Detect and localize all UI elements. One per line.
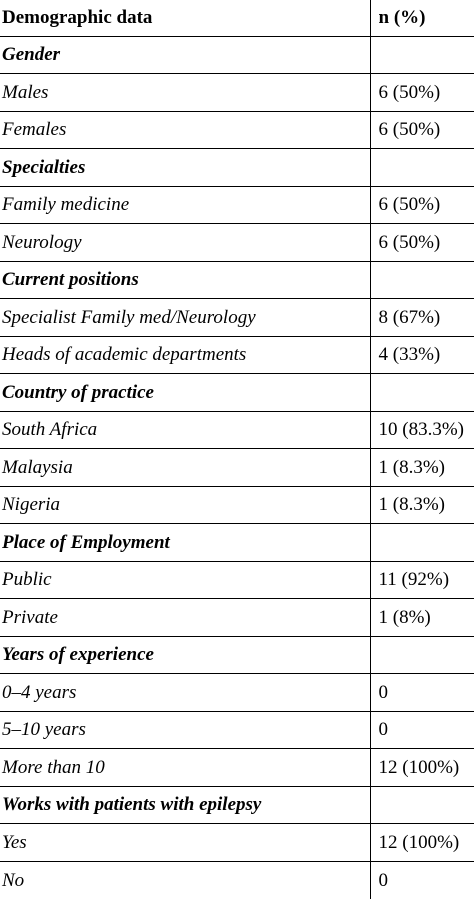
row-label: Neurology xyxy=(0,223,370,262)
table-row: South Africa 10 (83.3%) xyxy=(0,410,474,449)
section-value-cell xyxy=(369,373,474,412)
section-label: Place of Employment xyxy=(0,523,370,562)
table-row: Public 11 (92%) xyxy=(0,560,474,599)
section-label: Gender xyxy=(0,35,370,74)
row-value: 10 (83.3%) xyxy=(369,410,474,449)
row-label: Males xyxy=(0,73,370,112)
row-value: 6 (50%) xyxy=(369,110,474,149)
section-label: Current positions xyxy=(0,260,370,299)
row-value: 1 (8.3%) xyxy=(369,448,474,487)
table-row: More than 10 12 (100%) xyxy=(0,748,474,787)
row-value: 12 (100%) xyxy=(369,748,474,787)
row-label: Malaysia xyxy=(0,448,370,487)
table-body: Gender Males 6 (50%) Females 6 (50%) Specialt… xyxy=(0,35,474,899)
table-row: Malaysia 1 (8.3%) xyxy=(0,448,474,487)
row-value: 6 (50%) xyxy=(369,185,474,224)
section-value-cell xyxy=(369,635,474,674)
table-row: Females 6 (50%) xyxy=(0,110,474,149)
header-n-percent: n (%) xyxy=(369,0,474,37)
row-value: 6 (50%) xyxy=(369,73,474,112)
table-row: Yes 12 (100%) xyxy=(0,823,474,862)
section-value-cell xyxy=(369,523,474,562)
row-label: Private xyxy=(0,598,370,637)
section-row: Current positions xyxy=(0,260,474,299)
section-label: Years of experience xyxy=(0,635,370,674)
row-value: 1 (8.3%) xyxy=(369,485,474,524)
table-row: Private 1 (8%) xyxy=(0,598,474,637)
row-label: Specialist Family med/Neurology xyxy=(0,298,370,337)
section-row: Place of Employment xyxy=(0,523,474,562)
section-value-cell xyxy=(369,260,474,299)
header-demographic-data: Demographic data xyxy=(0,0,370,37)
table-row: Neurology 6 (50%) xyxy=(0,223,474,262)
row-label: Yes xyxy=(0,823,370,862)
row-label: Family medicine xyxy=(0,185,370,224)
table-row: Specialist Family med/Neurology 8 (67%) xyxy=(0,298,474,337)
table-row: Nigeria 1 (8.3%) xyxy=(0,485,474,524)
section-value-cell xyxy=(369,35,474,74)
table-row: No 0 xyxy=(0,860,474,899)
row-label: South Africa xyxy=(0,410,370,449)
row-label: Heads of academic departments xyxy=(0,335,370,374)
row-value: 11 (92%) xyxy=(369,560,474,599)
section-row: Gender xyxy=(0,35,474,74)
section-row: Specialties xyxy=(0,148,474,187)
row-value: 1 (8%) xyxy=(369,598,474,637)
table-row: 5–10 years 0 xyxy=(0,710,474,749)
row-label: Public xyxy=(0,560,370,599)
row-value: 8 (67%) xyxy=(369,298,474,337)
section-value-cell xyxy=(369,148,474,187)
row-value: 0 xyxy=(369,860,474,899)
row-label: Females xyxy=(0,110,370,149)
table-row: 0–4 years 0 xyxy=(0,673,474,712)
section-label: Works with patients with epilepsy xyxy=(0,785,370,824)
row-value: 0 xyxy=(369,673,474,712)
section-row: Country of practice xyxy=(0,373,474,412)
row-label: Nigeria xyxy=(0,485,370,524)
row-value: 6 (50%) xyxy=(369,223,474,262)
row-value: 4 (33%) xyxy=(369,335,474,374)
section-row: Works with patients with epilepsy xyxy=(0,785,474,824)
section-label: Country of practice xyxy=(0,373,370,412)
table-row: Family medicine 6 (50%) xyxy=(0,185,474,224)
section-label: Specialties xyxy=(0,148,370,187)
section-row: Years of experience xyxy=(0,635,474,674)
table-row: Heads of academic departments 4 (33%) xyxy=(0,335,474,374)
row-label: 0–4 years xyxy=(0,673,370,712)
section-value-cell xyxy=(369,785,474,824)
table-row: Males 6 (50%) xyxy=(0,73,474,112)
row-value: 0 xyxy=(369,710,474,749)
row-value: 12 (100%) xyxy=(369,823,474,862)
row-label: No xyxy=(0,860,370,899)
table-header-row: Demographic data n (%) xyxy=(0,0,474,37)
row-label: More than 10 xyxy=(0,748,370,787)
row-label: 5–10 years xyxy=(0,710,370,749)
